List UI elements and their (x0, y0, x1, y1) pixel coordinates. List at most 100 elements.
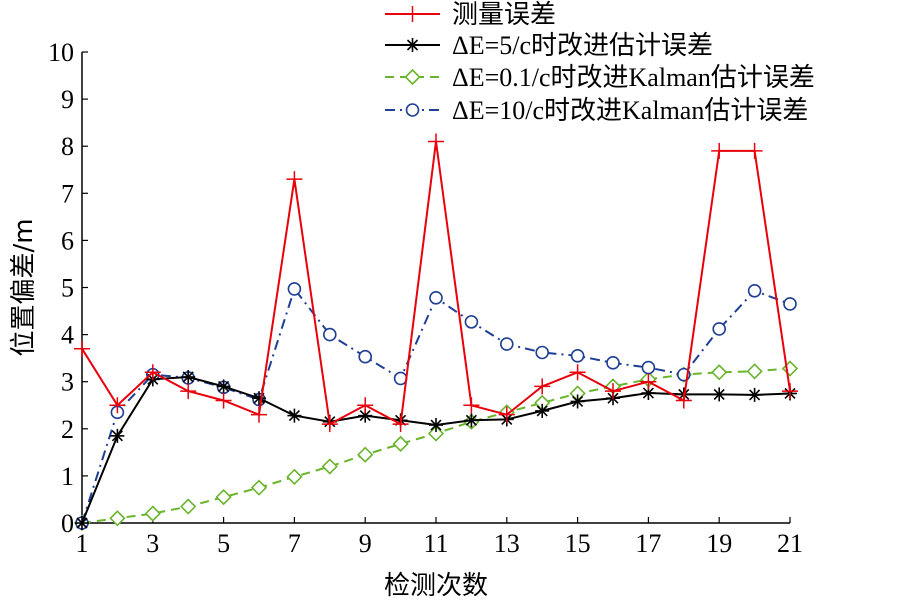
data-point (110, 428, 125, 443)
data-point (711, 364, 728, 381)
data-point (287, 282, 302, 296)
data-point (180, 383, 197, 400)
data-point (605, 383, 621, 400)
x-tick-label: 13 (494, 529, 520, 558)
y-tick-label: 8 (61, 132, 74, 161)
x-tick-label: 11 (423, 529, 448, 558)
legend-marker (405, 38, 420, 52)
data-point (216, 379, 231, 394)
data-point (74, 340, 90, 357)
data-point (463, 397, 480, 414)
data-point (711, 142, 728, 159)
data-point (428, 133, 444, 150)
data-point (535, 403, 550, 418)
series-0 (74, 133, 798, 433)
series-layer (73, 133, 799, 532)
data-point (321, 458, 338, 475)
x-tick-label: 9 (359, 529, 372, 558)
y-tick-label: 2 (61, 415, 74, 444)
x-tick-label: 3 (146, 529, 159, 558)
data-point (392, 435, 409, 453)
series-3 (75, 282, 797, 530)
data-point (286, 468, 303, 485)
y-tick-label: 1 (61, 462, 74, 491)
data-point (215, 488, 232, 506)
data-point (606, 356, 620, 370)
data-point (675, 392, 692, 409)
data-point (181, 369, 196, 384)
data-point (321, 416, 338, 433)
data-point (215, 392, 232, 409)
legend-entry: 测量误差 (385, 0, 556, 29)
data-point (534, 378, 551, 395)
data-point (535, 345, 550, 360)
data-point (358, 349, 373, 364)
legend-marker (404, 6, 421, 22)
y-tick-label: 0 (61, 509, 74, 538)
data-point (640, 373, 657, 390)
x-tick-label: 21 (777, 529, 803, 558)
data-point (322, 327, 337, 342)
y-tick-label: 3 (61, 368, 74, 397)
x-tick-label: 15 (565, 529, 591, 558)
data-point (357, 446, 374, 463)
legend-marker (404, 68, 421, 86)
x-tick-label: 7 (288, 529, 301, 558)
data-point (75, 516, 89, 530)
data-point (570, 394, 585, 409)
legend-entry: ΔE=0.1/c时改进Kalman估计误差 (385, 63, 815, 92)
legend-label: 测量误差 (452, 0, 556, 29)
data-point (570, 348, 585, 363)
data-point (464, 315, 479, 329)
x-tick-label: 1 (76, 529, 89, 558)
y-tick-label: 4 (61, 321, 74, 350)
data-point (746, 142, 763, 159)
data-point (144, 364, 161, 381)
data-point (783, 297, 797, 311)
y-tick-label: 7 (61, 179, 74, 208)
data-point (641, 360, 656, 375)
data-point (286, 171, 303, 188)
data-point (569, 364, 586, 381)
data-point (499, 337, 514, 351)
legend-label: ΔE=10/c时改进Kalman估计误差 (452, 96, 808, 125)
data-point (180, 498, 197, 515)
legend-label: ΔE=5/c时改进估计误差 (452, 31, 713, 60)
data-point (250, 479, 268, 496)
x-tick-label: 19 (706, 529, 732, 558)
data-point (109, 510, 126, 527)
data-point (251, 406, 267, 423)
data-point (109, 397, 126, 414)
y-tick-label: 5 (61, 274, 74, 303)
data-point (746, 363, 763, 380)
data-point (747, 387, 762, 402)
y-axis-label: 位置偏差/m (9, 218, 39, 356)
data-point (464, 413, 479, 428)
legend-entry: ΔE=10/c时改进Kalman估计误差 (385, 96, 808, 125)
data-point (357, 397, 374, 414)
y-tick-label: 9 (61, 85, 74, 114)
data-point (747, 283, 762, 298)
data-point (712, 322, 727, 336)
data-point (429, 418, 443, 433)
x-tick-label: 5 (217, 529, 230, 558)
legend-marker (405, 103, 420, 117)
y-tick-label: 6 (61, 226, 74, 255)
data-point (429, 291, 443, 305)
data-point (252, 391, 266, 406)
legend-entry: ΔE=5/c时改进估计误差 (385, 31, 713, 60)
x-axis-label: 检测次数 (384, 571, 488, 601)
y-tick-label: 10 (48, 38, 74, 67)
data-point (712, 387, 727, 402)
data-point (498, 406, 515, 423)
data-point (144, 505, 161, 522)
x-tick-label: 17 (635, 529, 661, 558)
series-2 (73, 360, 799, 532)
data-point (782, 383, 798, 400)
legend-label: ΔE=0.1/c时改进Kalman估计误差 (452, 63, 815, 92)
data-point (392, 416, 409, 433)
data-point (287, 408, 302, 423)
